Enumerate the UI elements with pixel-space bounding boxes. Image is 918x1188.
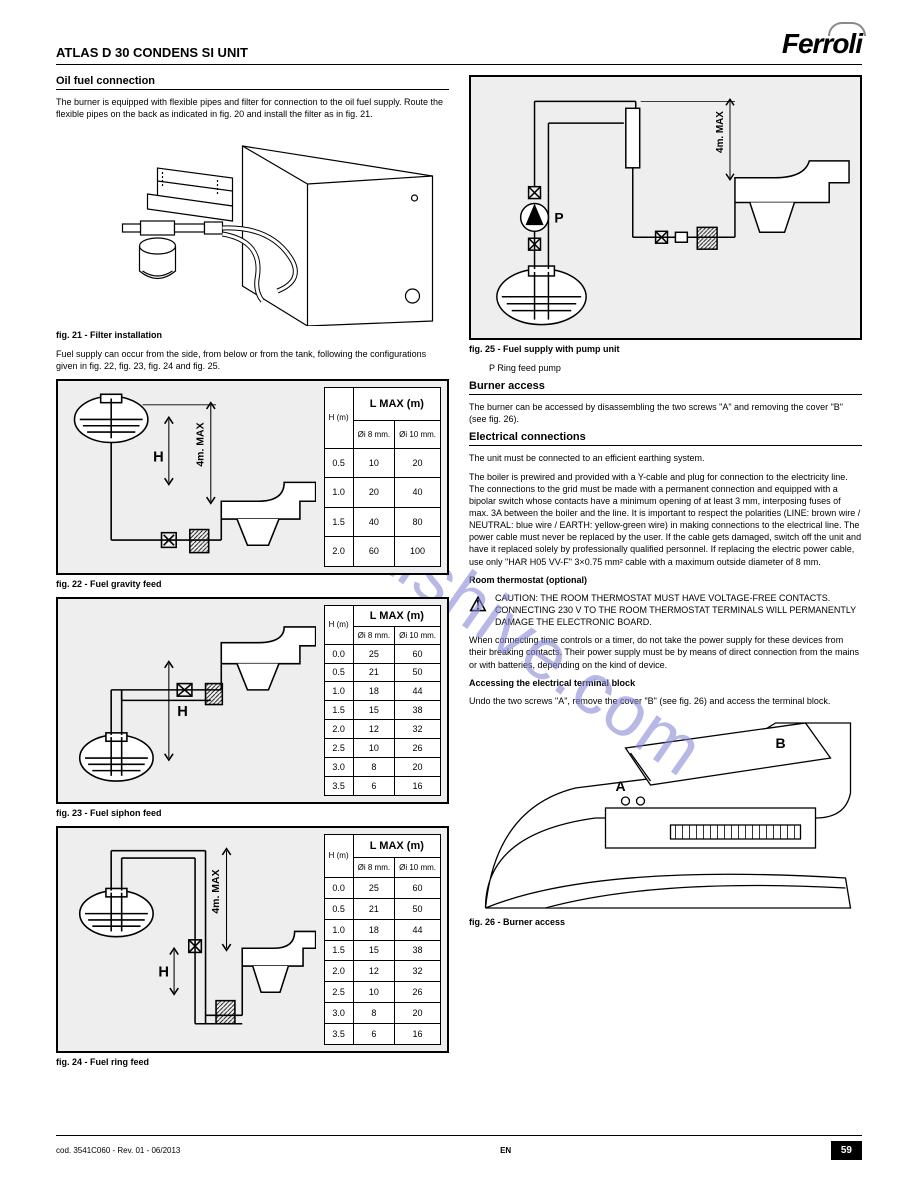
section-title-elec: Electrical connections (469, 431, 862, 446)
footer-rule (56, 1135, 862, 1136)
elec-p3: When connecting time controls or a timer… (469, 634, 862, 670)
label-B: B (776, 735, 786, 751)
section-title-burner: Burner access (469, 380, 862, 395)
fig22-diagram: H 4m. MAX (64, 387, 316, 567)
max-label: 4m. MAX (195, 422, 206, 466)
page-number: 59 (831, 1141, 862, 1160)
fig21-caption: fig. 21 - Filter installation (56, 330, 449, 340)
footer-lang: EN (500, 1146, 511, 1155)
t1-c1: Øi 8 mm. (353, 421, 394, 449)
h-label: H (177, 704, 188, 720)
h-label: H (158, 964, 169, 980)
caution-icon: ⚠ (469, 592, 487, 628)
fuel-para-1: The burner is equipped with flexible pip… (56, 96, 449, 120)
fig25-box: P 4m. MAX (469, 75, 862, 340)
left-column: Oil fuel connection The burner is equipp… (56, 75, 449, 1075)
max-label: 4m. MAX (715, 111, 726, 153)
footer-code: cod. 3541C060 - Rev. 01 - 06/2013 (56, 1146, 180, 1155)
label-A: A (616, 778, 626, 794)
fig26-caption: fig. 26 - Burner access (469, 917, 862, 927)
model-name: ATLAS D 30 CONDENS SI UNIT (56, 45, 248, 60)
section-title-fuel: Oil fuel connection (56, 75, 449, 90)
pump-label: P (554, 209, 563, 225)
t1-c2: Øi 10 mm. (395, 421, 441, 449)
h-label: H (153, 449, 164, 465)
max-label: 4m. MAX (211, 869, 222, 913)
fig26-illustration: B A (469, 713, 862, 913)
fig22-caption: fig. 22 - Fuel gravity feed (56, 579, 449, 589)
elec-warn: CAUTION: THE ROOM THERMOSTAT MUST HAVE V… (495, 592, 862, 628)
fig23-diagram: H (64, 605, 316, 796)
brand-logo: Ferroli (782, 28, 862, 60)
fig23-table: H (m)L MAX (m) Øi 8 mm.Øi 10 mm. 0.02560… (324, 605, 441, 796)
fuel-para-2: Fuel supply can occur from the side, fro… (56, 348, 449, 372)
fig23-box: H H (m)L MAX (m) Øi 8 mm.Øi 10 mm. 0.025… (56, 597, 449, 804)
fig21-illustration (56, 126, 449, 326)
fig25-caption: fig. 25 - Fuel supply with pump unit (469, 344, 862, 354)
t1-title: L MAX (m) (353, 387, 440, 420)
fig24-caption: fig. 24 - Fuel ring feed (56, 1057, 449, 1067)
elec-p1: The unit must be connected to an efficie… (469, 452, 862, 464)
elec-p2: The boiler is prewired and provided with… (469, 471, 862, 568)
ring-pump-label: P Ring feed pump (489, 362, 862, 374)
burner-para: The burner can be accessed by disassembl… (469, 401, 862, 425)
fig24-table: H (m)L MAX (m) Øi 8 mm.Øi 10 mm. 0.02560… (324, 834, 441, 1046)
elec-p4: Undo the two screws "A", remove the cove… (469, 695, 862, 707)
page-footer: cod. 3541C060 - Rev. 01 - 06/2013 EN 59 (56, 1141, 862, 1160)
fig24-box: H 4m. MAX H (m)L MAX (m) Øi 8 mm.Øi 10 m… (56, 826, 449, 1054)
elec-sub-thermostat: Room thermostat (optional) (469, 574, 862, 586)
brand-arc-icon (828, 22, 866, 36)
fig24-diagram: H 4m. MAX (64, 834, 316, 1046)
fig23-caption: fig. 23 - Fuel siphon feed (56, 808, 449, 818)
fig22-table: H (m)L MAX (m) Øi 8 mm.Øi 10 mm. 0.51020… (324, 387, 441, 567)
t1-colH: H (m) (324, 387, 353, 448)
page-header: ATLAS D 30 CONDENS SI UNIT Ferroli (56, 28, 862, 65)
right-column: P 4m. MAX fig. 25 - Fuel supply with pum… (469, 75, 862, 1075)
fig22-box: H 4m. MAX H (m)L MAX (m) Øi 8 mm.Øi 10 m… (56, 379, 449, 575)
elec-sub-terminal: Accessing the electrical terminal block (469, 677, 862, 689)
